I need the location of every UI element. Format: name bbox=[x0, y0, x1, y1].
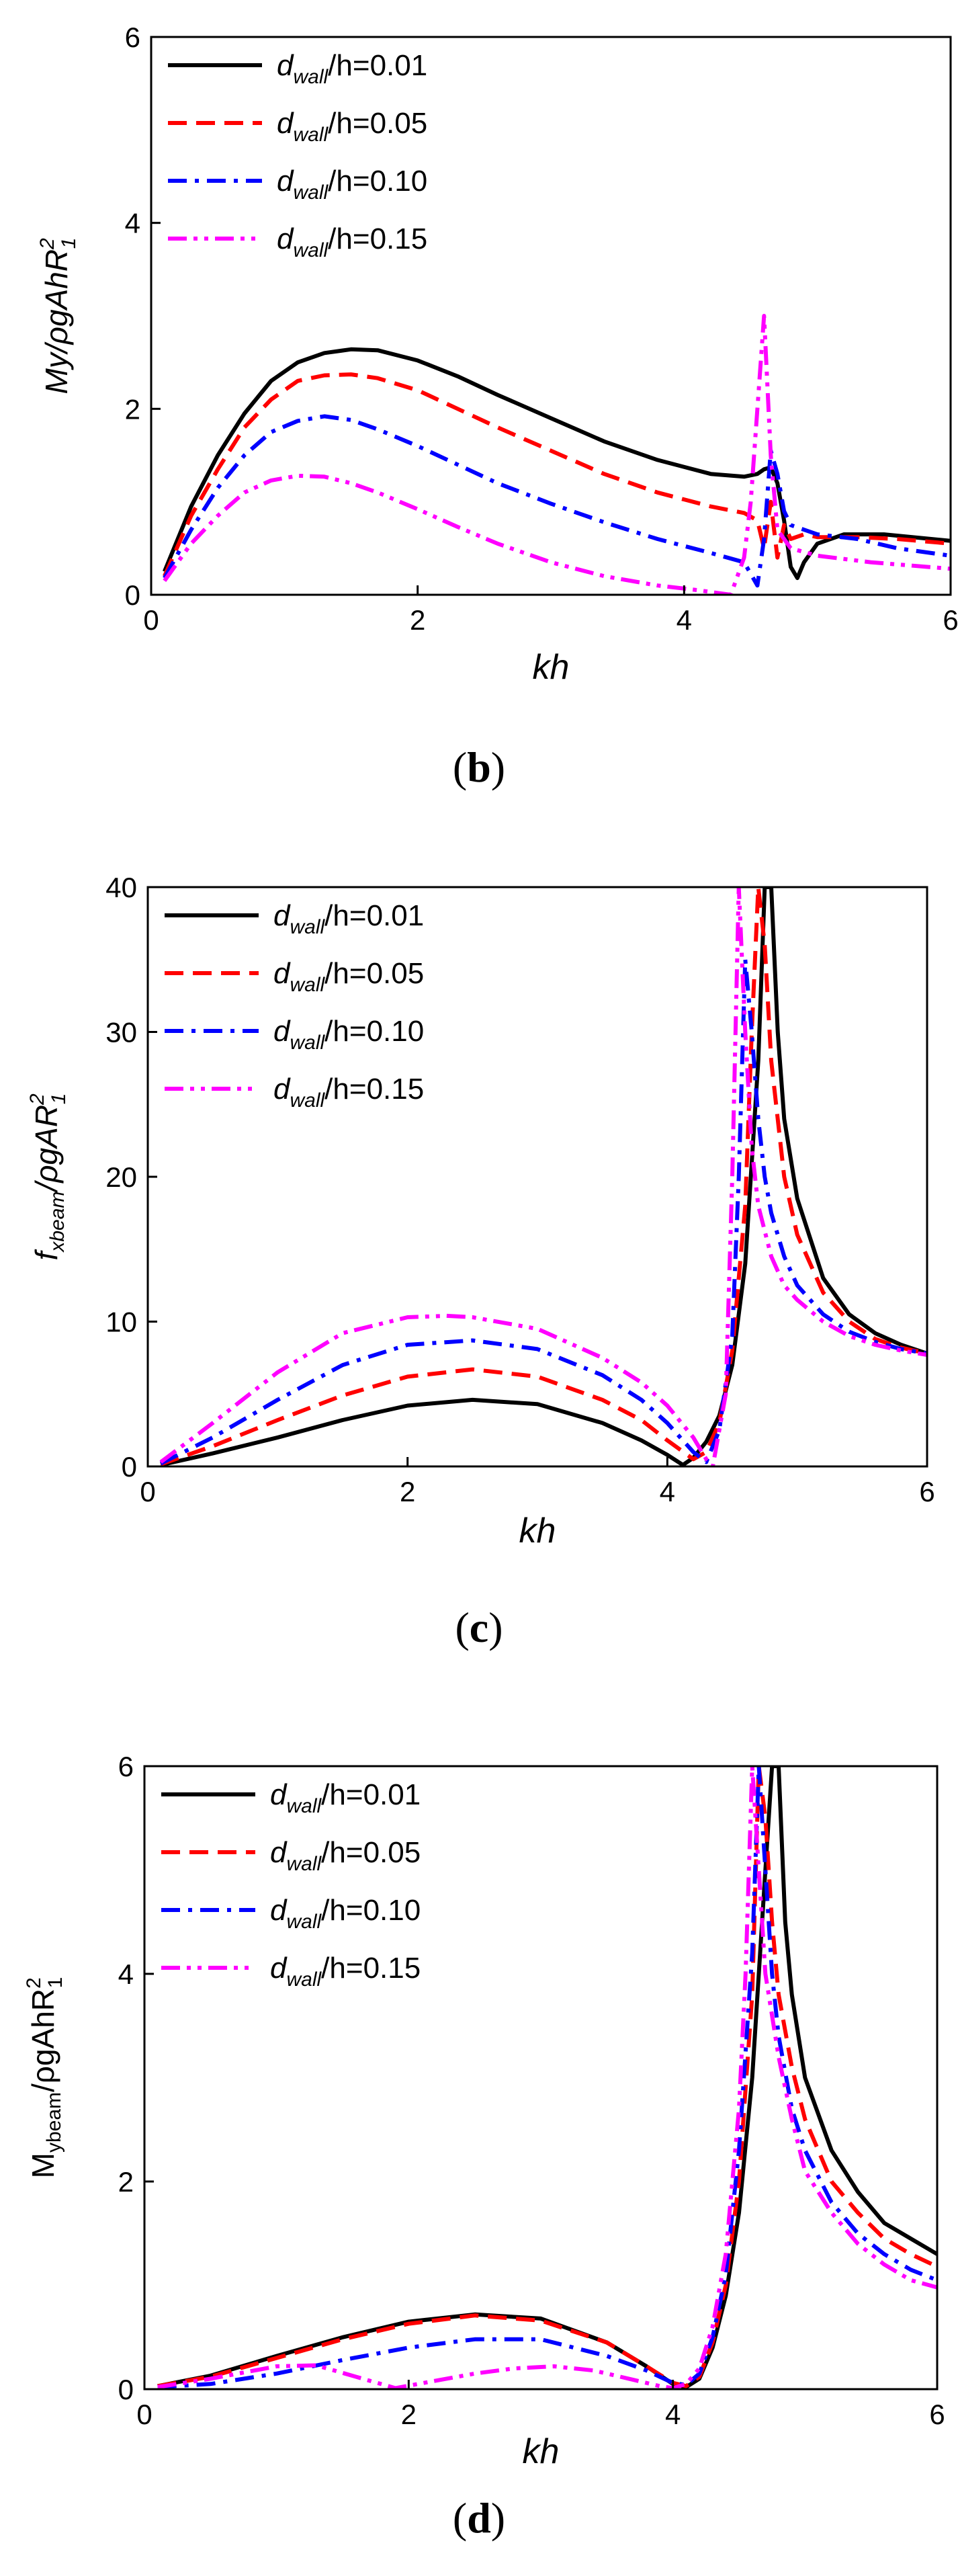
y-tick-label: 0 bbox=[118, 2374, 134, 2405]
chart-c: 0 2 4 6 0 10 20 30 40 kh fxbeam/ρgAR21 dwall/h=0.01… bbox=[26, 872, 935, 1550]
y-tick-label: 6 bbox=[125, 22, 140, 53]
legend: dwall/h=0.01 dwall/h=0.05 dwall/h=0.10 dwal… bbox=[161, 1778, 421, 1991]
y-tick-label: 6 bbox=[118, 1751, 134, 1782]
legend-label-2: dwall/h=0.05 bbox=[277, 107, 427, 146]
legend: dwall/h=0.01 dwall/h=0.05 dwall/h=0.10 dwal… bbox=[168, 49, 427, 261]
y-tick-label: 4 bbox=[118, 1958, 134, 1990]
y-tick-label: 2 bbox=[125, 393, 140, 425]
legend-label-4: dwall/h=0.15 bbox=[277, 222, 427, 261]
legend-label-1: dwall/h=0.01 bbox=[273, 899, 424, 938]
x-tick-label: 2 bbox=[401, 2399, 417, 2430]
y-axis-label: Mybeam/ρgAhR21 bbox=[23, 1977, 67, 2179]
x-tick-label: 2 bbox=[400, 1476, 415, 1507]
series-line-2 bbox=[163, 372, 951, 577]
x-tick-label: 6 bbox=[943, 604, 958, 636]
series-group bbox=[163, 314, 951, 595]
plot-frame bbox=[143, 1765, 939, 2391]
y-axis-label: fxbeam/ρgAR21 bbox=[26, 1093, 70, 1261]
legend-label-2: dwall/h=0.05 bbox=[270, 1836, 421, 1875]
plot-frame bbox=[146, 886, 928, 1468]
x-tick-label: 0 bbox=[140, 1476, 155, 1507]
series-line-1 bbox=[163, 347, 951, 581]
legend-label-4: dwall/h=0.15 bbox=[273, 1073, 424, 1112]
x-axis-label: kh bbox=[519, 1511, 556, 1550]
series-line-4 bbox=[163, 314, 951, 595]
chart-d: 0 2 4 60246khMybeam/ρgAhR21dwall/h=0.01dwal… bbox=[23, 1751, 945, 2471]
series-line-3 bbox=[159, 957, 927, 1466]
legend-label-4: dwall/h=0.15 bbox=[270, 1952, 421, 1991]
caption-b: (b) bbox=[452, 743, 506, 791]
y-tick-label: 30 bbox=[105, 1017, 137, 1048]
x-tick-label: 0 bbox=[136, 2399, 152, 2430]
caption-d: (d) bbox=[452, 2494, 506, 2542]
x-tick-label: 6 bbox=[919, 1476, 934, 1507]
x-tick-label: 6 bbox=[929, 2399, 945, 2430]
legend-label-3: dwall/h=0.10 bbox=[273, 1015, 424, 1054]
chart-b: 0 2 4 60246khMy/ρgAhR21dwall/h=0.01dwall/h=… bbox=[36, 22, 958, 687]
plot-frame bbox=[150, 36, 952, 596]
series-line-2 bbox=[157, 1766, 937, 2388]
y-tick-label: 0 bbox=[125, 579, 140, 611]
chart-panel-b: 0 2 4 6 0 2 4 6 kh My/ρgAhR21 dwall/h=0.01 dwall/h=… bbox=[0, 0, 958, 827]
legend-label-2: dwall/h=0.05 bbox=[273, 957, 424, 996]
y-axis-label: My/ρgAhR21 bbox=[36, 238, 80, 394]
series-line-3 bbox=[157, 1766, 937, 2389]
x-tick-label: 4 bbox=[660, 1476, 675, 1507]
x-tick-label: 4 bbox=[665, 2399, 681, 2430]
legend-label-3: dwall/h=0.10 bbox=[277, 165, 427, 204]
legend: dwall/h=0.01 dwall/h=0.05 dwall/h=0.10 dwal… bbox=[165, 899, 424, 1112]
y-tick-label: 4 bbox=[125, 208, 140, 239]
series-line-1 bbox=[157, 1766, 937, 2389]
x-tick-label: 2 bbox=[410, 604, 425, 636]
series-line-3 bbox=[163, 414, 951, 588]
x-axis-label: kh bbox=[533, 648, 570, 687]
series-group bbox=[159, 887, 927, 1466]
caption-c: (c) bbox=[455, 1604, 503, 1651]
chart-panel-d: 0 2 4 6 0 2 4 6 kh Mybeam/ρgAhR21 dwall/h=0.01 dwal… bbox=[0, 1690, 958, 2576]
x-tick-label: 4 bbox=[677, 604, 692, 636]
x-tick-label: 0 bbox=[143, 604, 159, 636]
y-tick-label: 10 bbox=[105, 1306, 137, 1338]
y-tick-label: 2 bbox=[118, 2166, 134, 2198]
y-tick-label: 20 bbox=[105, 1161, 137, 1193]
y-tick-label: 0 bbox=[122, 1451, 137, 1483]
y-tick-label: 40 bbox=[105, 872, 137, 903]
series-line-4 bbox=[159, 887, 927, 1466]
x-axis-label: kh bbox=[523, 2432, 560, 2471]
legend-label-1: dwall/h=0.01 bbox=[270, 1778, 421, 1817]
chart-panel-c: 0 2 4 6 0 10 20 30 40 kh fxbeam/ρgAR21 dwall/h=0.01… bbox=[0, 827, 958, 1690]
legend-label-1: dwall/h=0.01 bbox=[277, 49, 427, 88]
legend-label-3: dwall/h=0.10 bbox=[270, 1894, 421, 1933]
